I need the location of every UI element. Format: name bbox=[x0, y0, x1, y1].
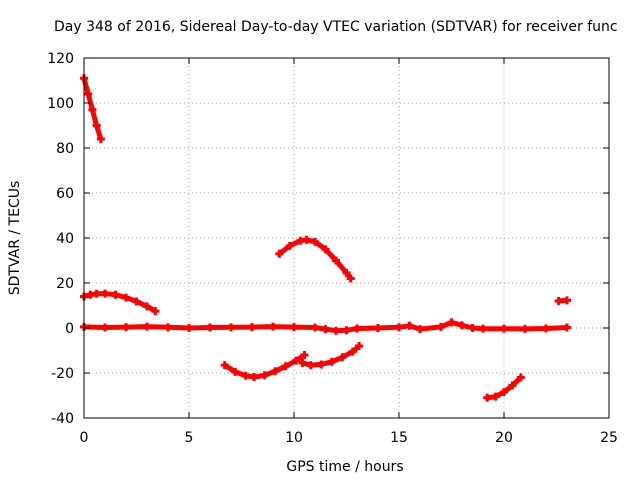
data-point bbox=[250, 373, 259, 382]
data-point bbox=[521, 324, 529, 333]
data-point bbox=[500, 324, 508, 333]
x-tick-label: 20 bbox=[495, 430, 513, 446]
data-point bbox=[300, 351, 309, 359]
data-point bbox=[84, 90, 93, 98]
series-layer bbox=[80, 74, 571, 402]
data-point bbox=[101, 323, 109, 332]
data-point bbox=[321, 325, 330, 334]
y-tick-label: 40 bbox=[56, 231, 74, 247]
data-point bbox=[185, 324, 193, 332]
data-point bbox=[416, 325, 424, 334]
data-point bbox=[554, 297, 563, 305]
data-point bbox=[458, 321, 466, 330]
data-point bbox=[269, 322, 277, 331]
data-point bbox=[271, 367, 280, 376]
data-point bbox=[355, 342, 364, 350]
y-tick-label: 120 bbox=[47, 51, 74, 67]
y-axis-label: SDTVAR / TECUs bbox=[7, 181, 23, 296]
plot-frame bbox=[83, 57, 610, 419]
data-point bbox=[292, 356, 301, 365]
tick-layer: 0 5 10 15 20 25 -40 -20 0 20 40 60 80 100 120 bbox=[47, 51, 618, 446]
y-tick-label: 0 bbox=[65, 321, 74, 337]
x-tick-label: 5 bbox=[185, 430, 194, 446]
data-point bbox=[491, 392, 500, 401]
y-tick-label: -40 bbox=[51, 411, 74, 427]
data-point bbox=[479, 324, 487, 333]
data-point bbox=[317, 360, 326, 369]
data-point bbox=[285, 241, 294, 250]
data-point bbox=[321, 245, 330, 254]
data-point bbox=[508, 381, 517, 390]
data-point bbox=[290, 323, 298, 332]
grid-layer bbox=[84, 58, 609, 418]
data-point bbox=[374, 324, 382, 332]
data-point bbox=[500, 388, 508, 397]
data-point bbox=[542, 324, 550, 333]
data-point bbox=[346, 274, 355, 283]
data-point bbox=[281, 362, 290, 371]
data-point bbox=[516, 373, 525, 382]
data-point bbox=[132, 297, 141, 306]
data-point bbox=[101, 289, 109, 298]
data-point bbox=[96, 135, 105, 143]
data-point bbox=[348, 347, 357, 356]
data-point bbox=[563, 296, 571, 305]
data-point bbox=[483, 393, 492, 402]
data-point bbox=[206, 323, 214, 332]
x-tick-label: 25 bbox=[600, 430, 618, 446]
data-point bbox=[231, 367, 240, 376]
y-tick-label: 100 bbox=[47, 96, 74, 112]
data-point bbox=[111, 290, 120, 299]
data-point bbox=[563, 323, 571, 332]
data-point bbox=[92, 289, 101, 298]
data-point bbox=[220, 361, 229, 370]
data-point bbox=[151, 307, 160, 316]
y-tick-label: 20 bbox=[56, 276, 74, 292]
x-tick-label: 15 bbox=[390, 430, 408, 446]
data-point bbox=[143, 302, 151, 311]
data-point bbox=[437, 322, 445, 331]
data-point bbox=[143, 322, 151, 331]
data-point bbox=[227, 323, 235, 332]
series-seg-b bbox=[83, 291, 157, 314]
x-tick-label: 0 bbox=[80, 430, 89, 446]
data-point bbox=[332, 326, 340, 335]
data-point bbox=[260, 371, 269, 380]
data-point bbox=[332, 256, 340, 265]
data-point bbox=[241, 371, 250, 380]
data-point bbox=[122, 293, 130, 302]
y-tick-label: 80 bbox=[56, 141, 74, 157]
data-point bbox=[248, 323, 256, 332]
y-tick-label: 60 bbox=[56, 186, 74, 202]
data-point bbox=[405, 321, 414, 330]
data-point bbox=[302, 235, 311, 244]
chart-title: Day 348 of 2016, Sidereal Day-to-day VTE… bbox=[54, 19, 618, 35]
data-point bbox=[164, 323, 172, 332]
data-point bbox=[92, 121, 101, 130]
data-point bbox=[338, 353, 347, 362]
data-point bbox=[311, 237, 319, 246]
data-point bbox=[353, 324, 361, 333]
data-point bbox=[306, 361, 315, 370]
data-point bbox=[122, 323, 130, 332]
y-tick-label: -20 bbox=[51, 366, 74, 382]
x-tick-label: 10 bbox=[285, 430, 303, 446]
data-point bbox=[327, 357, 336, 366]
x-axis-label: GPS time / hours bbox=[286, 459, 403, 475]
data-point bbox=[298, 358, 307, 367]
data-point bbox=[342, 326, 351, 335]
data-point bbox=[311, 323, 319, 332]
data-point bbox=[275, 249, 284, 258]
data-point bbox=[447, 318, 456, 327]
data-point bbox=[342, 268, 351, 277]
data-point bbox=[88, 105, 97, 114]
data-point bbox=[395, 323, 403, 332]
data-point bbox=[468, 324, 477, 332]
